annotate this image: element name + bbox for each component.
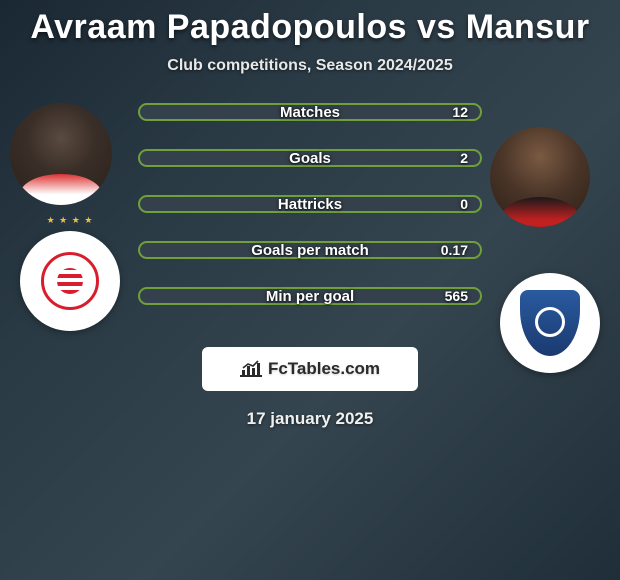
club-right-emblem [520, 290, 580, 356]
page-title: Avraam Papadopoulos vs Mansur [30, 8, 589, 47]
club-left-emblem [41, 252, 99, 310]
player-left-avatar [10, 103, 112, 205]
stat-bar-goals-per-match: Goals per match 0.17 [138, 241, 482, 259]
stats-area: ★ ★ ★ ★ Matches 12 Goals 2 Hattricks 0 [0, 103, 620, 305]
club-left-badge: ★ ★ ★ ★ [20, 231, 120, 331]
stat-label: Goals [289, 150, 331, 167]
stat-label: Matches [280, 104, 340, 121]
content-root: Avraam Papadopoulos vs Mansur Club compe… [0, 0, 620, 580]
club-year-ring [535, 307, 565, 337]
watermark-badge: FcTables.com [202, 347, 418, 391]
chart-icon [240, 360, 262, 378]
stat-bar-min-per-goal: Min per goal 565 [138, 287, 482, 305]
watermark-text: FcTables.com [268, 359, 380, 379]
date-label: 17 january 2025 [247, 409, 374, 429]
subtitle: Club competitions, Season 2024/2025 [167, 57, 452, 75]
stat-value: 565 [445, 288, 468, 304]
stat-value: 12 [452, 104, 468, 120]
stat-value: 2 [460, 150, 468, 166]
stat-bar-matches: Matches 12 [138, 103, 482, 121]
stat-value: 0.17 [441, 242, 468, 258]
stat-label: Goals per match [251, 242, 369, 259]
club-right-badge [500, 273, 600, 373]
stat-label: Min per goal [266, 288, 354, 305]
stat-bar-hattricks: Hattricks 0 [138, 195, 482, 213]
stars-icon: ★ ★ ★ ★ [47, 215, 94, 226]
stat-bar-goals: Goals 2 [138, 149, 482, 167]
stat-value: 0 [460, 196, 468, 212]
stat-label: Hattricks [278, 196, 342, 213]
stat-bars: Matches 12 Goals 2 Hattricks 0 Goals per… [138, 103, 482, 305]
player-right-avatar [490, 127, 590, 227]
